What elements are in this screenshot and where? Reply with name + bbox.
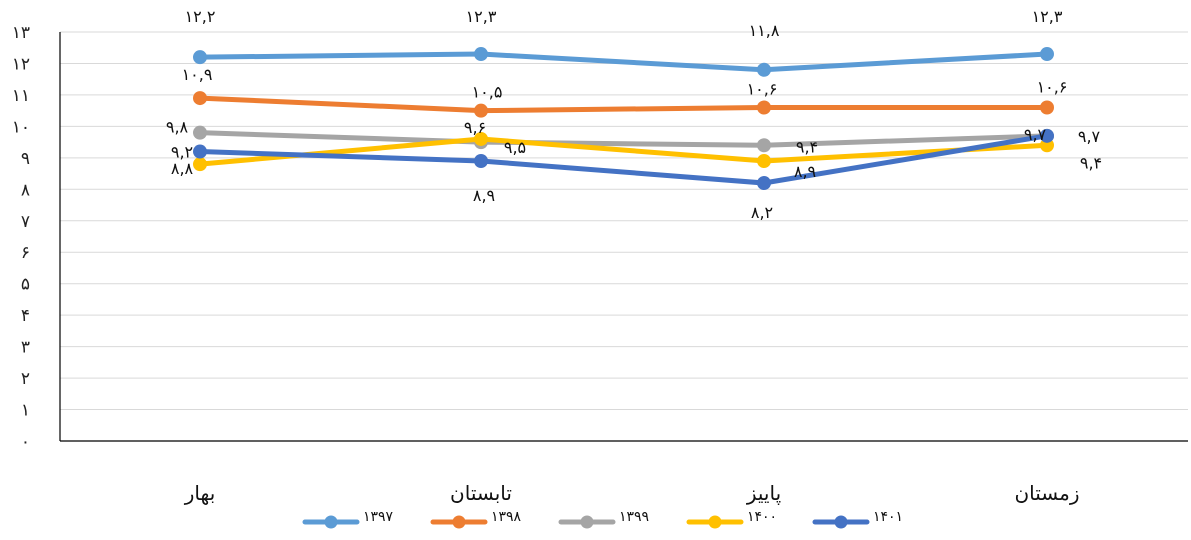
y-tick-label: ۳ <box>21 338 30 358</box>
y-tick-label: ۶ <box>21 243 30 263</box>
data-label: ۹,۲ <box>171 143 193 162</box>
data-label: ۱۰,۵ <box>472 83 503 102</box>
data-label: ۱۲,۳ <box>1032 7 1063 26</box>
y-tick-label: ۸ <box>21 180 30 200</box>
legend-marker <box>580 515 594 529</box>
legend-marker <box>324 515 338 529</box>
data-label: ۸,۹ <box>473 186 495 205</box>
data-point <box>757 176 771 191</box>
data-label: ۱۰,۶ <box>1037 78 1068 97</box>
series-3 <box>193 131 1054 172</box>
y-tick-label: ۷ <box>21 212 30 232</box>
data-point <box>474 103 488 118</box>
x-category-label: زمستان <box>1014 481 1079 505</box>
legend-label: ۱۴۰۱ <box>873 509 903 525</box>
legend-item: ۱۴۰۰ <box>686 509 777 529</box>
y-tick-label: ۱۳ <box>12 23 30 43</box>
data-label: ۸,۲ <box>751 203 773 222</box>
series-line <box>197 130 1050 148</box>
data-label: ۹,۵ <box>504 138 526 157</box>
data-point <box>1040 47 1054 62</box>
y-tick-label: ۱۲ <box>12 54 30 74</box>
data-point <box>474 131 488 146</box>
y-tick-label: ۱۰ <box>12 117 30 137</box>
data-label: ۹,۸ <box>166 118 189 137</box>
data-label: ۹,۷ <box>1024 125 1047 144</box>
gridlines <box>60 31 1188 411</box>
x-axis-categories: بهار تابستان پاییز زمستان <box>184 481 1080 506</box>
data-label: ۸,۹ <box>794 162 816 181</box>
data-point <box>193 157 207 172</box>
data-point <box>474 153 488 168</box>
legend-item: ۱۳۹۹ <box>558 509 649 529</box>
data-point <box>757 153 771 168</box>
legend-label: ۱۳۹۸ <box>491 509 522 525</box>
y-tick-label: ۱۱ <box>12 86 30 106</box>
data-point <box>474 47 488 62</box>
legend-label: ۱۳۹۷ <box>363 509 394 525</box>
data-point <box>193 144 207 159</box>
data-point <box>757 62 771 77</box>
x-category-label: تابستان <box>450 481 512 505</box>
data-point <box>1040 100 1054 115</box>
data-labels: ۱۲,۲ ۱۲,۳ ۱۱,۸ ۱۲,۳ ۱۰,۹ ۱۰,۵ ۱۰,۶ ۱۰,۶ ۹,۸ ۹,۵ ۹,… <box>166 7 1102 222</box>
data-label: ۹,۷ <box>1078 127 1101 146</box>
y-tick-label: ۴ <box>21 306 30 326</box>
x-category-label: بهار <box>184 481 216 505</box>
series-0 <box>193 47 1054 77</box>
series-line <box>197 95 1050 114</box>
series-line <box>197 51 1050 73</box>
data-label: ۹,۶ <box>464 118 486 137</box>
data-label: ۱۰,۹ <box>182 65 213 84</box>
data-label: ۱۲,۲ <box>185 7 216 26</box>
legend: ۱۳۹۷ ۱۳۹۸ ۱۳۹۹ ۱۴۰۰ ۱۴۰۱ <box>302 509 903 529</box>
y-tick-label: ۵ <box>21 275 30 295</box>
legend-label: ۱۴۰۰ <box>747 509 777 525</box>
legend-item: ۱۳۹۷ <box>302 509 394 529</box>
legend-item: ۱۳۹۸ <box>430 509 522 529</box>
data-point <box>757 138 771 153</box>
series-line <box>197 133 1050 186</box>
legend-marker <box>834 515 848 529</box>
data-point <box>1040 128 1054 143</box>
legend-marker <box>708 515 722 529</box>
series-line <box>197 136 1050 167</box>
data-label: ۱۰,۶ <box>747 80 778 99</box>
legend-label: ۱۳۹۹ <box>619 509 649 525</box>
data-point <box>757 100 771 115</box>
axes <box>59 32 1188 442</box>
data-point <box>193 125 207 140</box>
y-tick-label: ۹ <box>21 149 30 169</box>
data-label: ۱۲,۳ <box>466 7 497 26</box>
legend-item: ۱۴۰۱ <box>812 509 903 529</box>
data-label: ۱۱,۸ <box>749 21 780 40</box>
data-label: ۹,۴ <box>796 137 818 156</box>
series-1 <box>193 91 1054 118</box>
y-tick-label: ۱ <box>21 401 30 421</box>
y-tick-label: ۲ <box>21 369 30 389</box>
data-point <box>193 50 207 65</box>
series-4 <box>193 128 1054 191</box>
x-category-label: پاییز <box>746 481 781 506</box>
data-label: ۸,۸ <box>171 159 194 178</box>
series-lines <box>193 47 1054 191</box>
data-point <box>193 91 207 106</box>
data-label: ۹,۴ <box>1080 153 1102 172</box>
y-tick-label: ۰ <box>21 432 30 452</box>
legend-marker <box>452 515 466 529</box>
